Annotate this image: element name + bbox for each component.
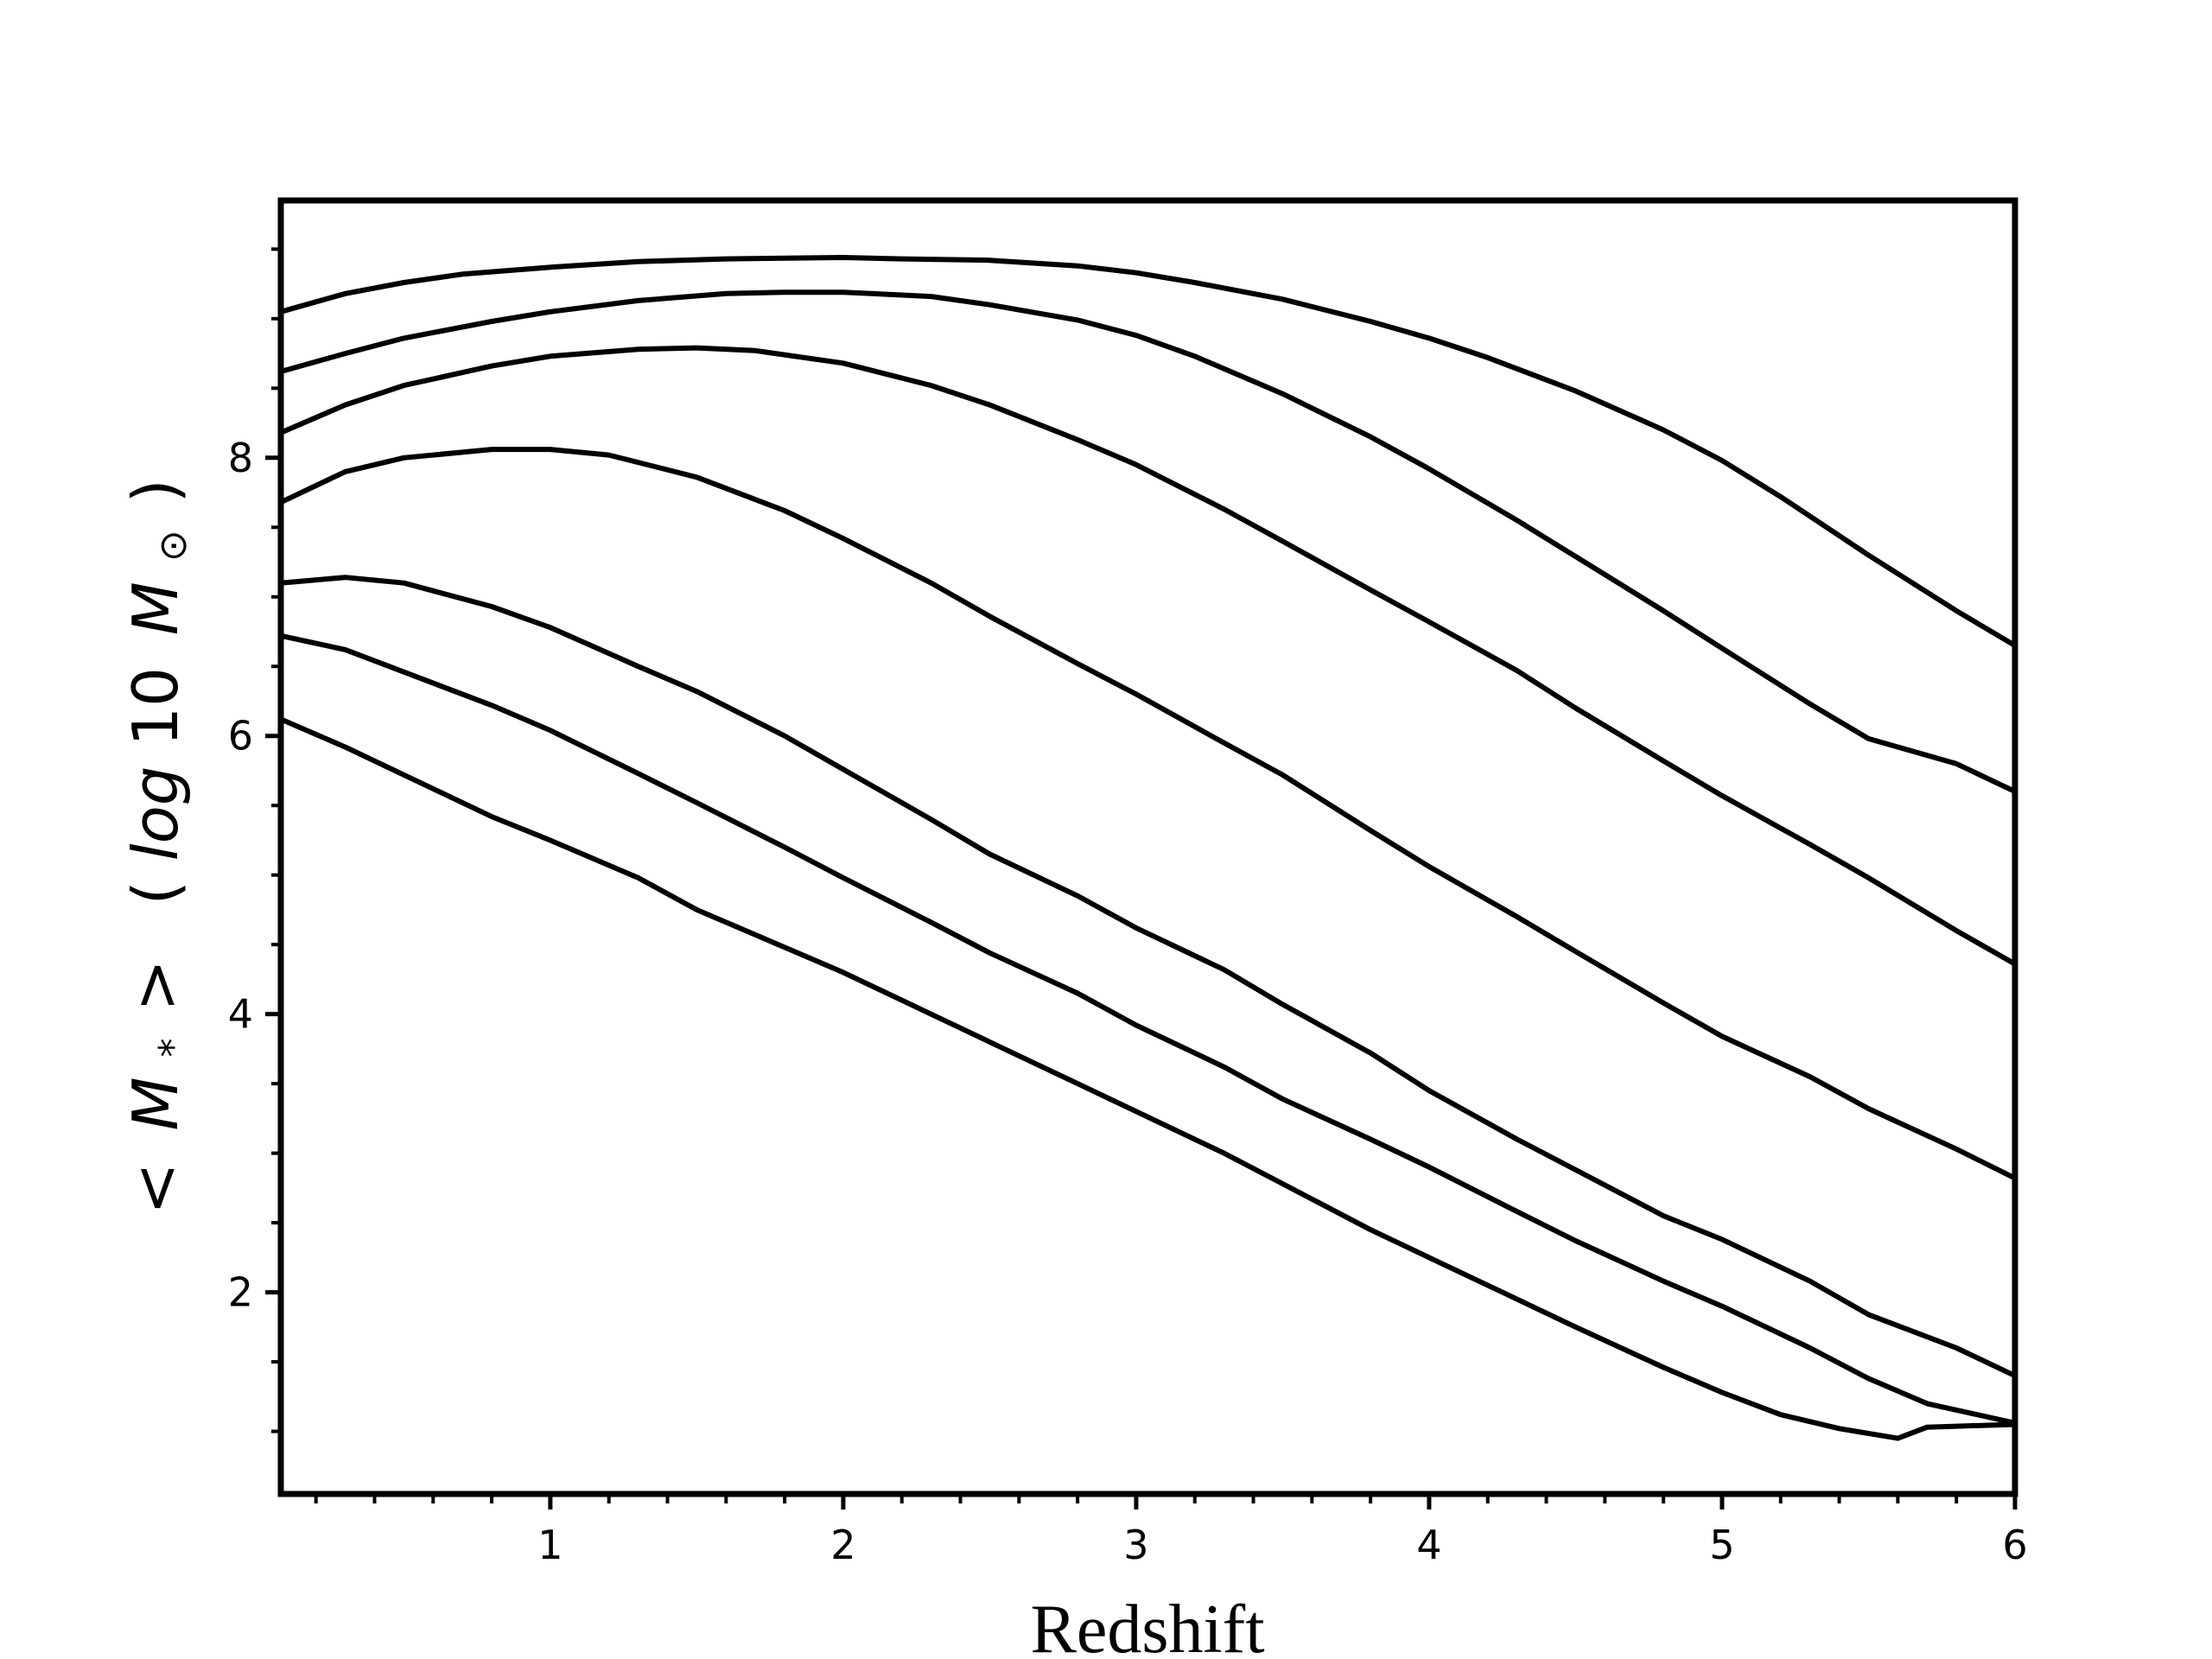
plot-area-background: [281, 200, 2015, 1494]
y-axis: 2 4 6 8: [228, 247, 281, 1433]
series-line-5: [278, 575, 2018, 1379]
x-tick-label: 6: [2002, 1522, 2027, 1568]
series-line-1: [278, 255, 2018, 649]
x-tick-label: 1: [537, 1522, 563, 1568]
x-tick-label: 5: [1709, 1522, 1734, 1568]
x-tick-label: 3: [1123, 1522, 1148, 1568]
series-line-3: [278, 345, 2018, 967]
x-axis: 1 2 3 4 5 6: [314, 1494, 2028, 1568]
y-axis-label: < M * > ( log 10 M ⊙ ): [119, 479, 200, 1214]
y-tick-label: 4: [228, 991, 253, 1038]
y-tick-label: 2: [228, 1269, 253, 1316]
y-tick-label: 8: [228, 435, 253, 481]
series-line-4: [278, 447, 2018, 1181]
x-tick-label: 2: [830, 1522, 855, 1568]
svg-text:< M * >: < M * > ( log 10 M ⊙ ): [119, 479, 200, 1214]
x-tick-label: 4: [1416, 1522, 1441, 1568]
series-line-2: [278, 289, 2018, 795]
series-line-7: [278, 716, 2018, 1441]
plot-frame: [277, 197, 2018, 1497]
y-tick-label: 6: [228, 713, 253, 760]
x-axis-label: Redshift: [1030, 1592, 1264, 1659]
series-layer: [278, 255, 2018, 1441]
series-line-6: [278, 632, 2018, 1426]
